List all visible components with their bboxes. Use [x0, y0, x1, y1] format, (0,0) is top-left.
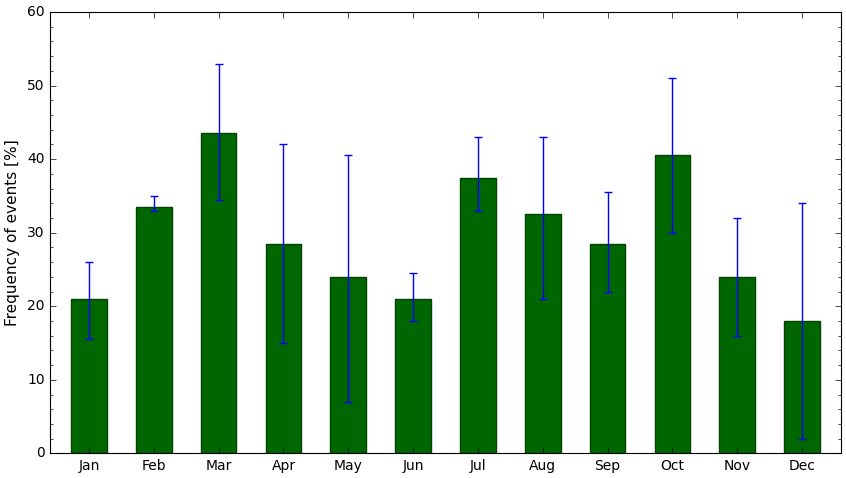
Y-axis label: Frequency of events [%]: Frequency of events [%] [5, 140, 20, 326]
Bar [460, 177, 496, 454]
Bar [784, 321, 820, 454]
Bar [331, 277, 366, 454]
Bar [395, 299, 431, 454]
Bar [201, 133, 237, 454]
Bar [655, 155, 690, 454]
Bar [136, 207, 172, 454]
Bar [719, 277, 755, 454]
Bar [266, 244, 301, 454]
Bar [590, 244, 625, 454]
Bar [525, 214, 561, 454]
Bar [71, 299, 107, 454]
